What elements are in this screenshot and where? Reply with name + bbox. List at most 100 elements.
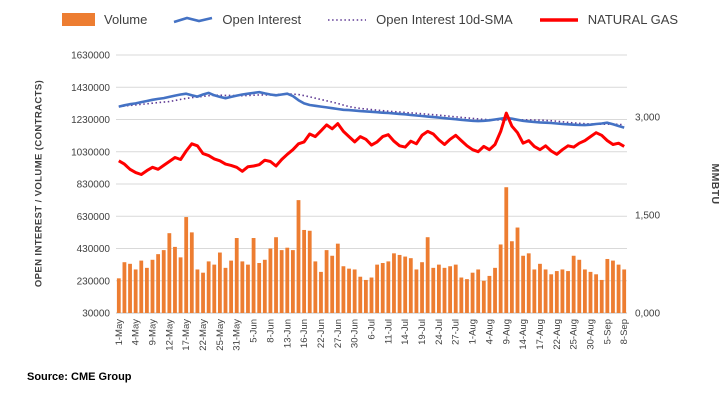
legend-item-oi-sma: Open Interest 10d-SMA [327,12,513,27]
x-tick-label: 19-Jul [417,319,428,345]
volume-bar [515,227,520,313]
volume-bar [521,255,526,313]
legend-item-open-interest: Open Interest [173,12,301,27]
volume-bar [251,238,256,313]
volume-bar [543,269,548,313]
volume-bar [189,232,194,313]
x-tick-label: 9-Aug [501,319,512,344]
volume-bar [380,263,385,313]
volume-bar [442,267,447,313]
volume-bar [369,277,374,313]
volume-bar [139,260,144,313]
x-tick-label: 5-Sep [602,319,613,344]
volume-bar [448,266,453,313]
volume-bar [470,272,475,313]
x-tick-label: 16-Jun [299,319,310,348]
y-tick-label-left: 630000 [77,212,111,223]
volume-bar [133,269,138,313]
volume-bar [285,247,290,313]
volume-bar [173,246,177,313]
y-tick-label-left: 1630000 [71,51,110,62]
y-tick-label-left: 430000 [77,244,111,255]
volume-bar [549,274,554,313]
volume-bar [279,250,284,313]
volume-bar [302,229,307,313]
x-tick-label: 17-Aug [535,319,546,350]
x-tick-label: 27-Jul [451,319,462,345]
x-tick-label: 5-Jun [249,319,260,343]
legend-item-natural-gas: NATURAL GAS [539,12,678,27]
legend-label-natural-gas: NATURAL GAS [587,12,679,27]
volume-bar [274,237,278,313]
x-tick-label: 30-Jun [350,319,361,348]
x-tick-label: 1-May [114,319,125,346]
volume-bar [212,264,217,313]
volume-bar [150,259,155,313]
volume-bar [386,261,391,313]
x-tick-label: 11-Jul [383,319,394,344]
volume-bar [195,269,200,313]
volume-bar [538,263,542,313]
volume-bar [392,253,396,313]
volume-bar [229,260,234,313]
volume-bar [436,264,441,313]
volume-bar [611,260,615,313]
volume-bar [554,271,559,313]
volume-bar [335,243,340,313]
y-tick-label-left: 1030000 [71,147,110,158]
x-tick-label: 31-May [232,319,243,351]
volume-bar [319,271,323,313]
legend-label-open-interest: Open Interest [222,12,302,27]
source-note: Source: CME Group [27,371,132,383]
volume-bar [128,263,132,313]
volume-bar [262,259,267,313]
volume-bar [167,233,172,313]
volume-bar [509,241,514,313]
volume-bar [431,267,436,313]
volume-bar [178,257,183,313]
volume-bar [307,230,312,313]
y-tick-label-left: 230000 [77,276,111,287]
volume-bar [453,264,458,313]
chart-legend: Volume Open Interest Open Interest 10d-S… [62,12,678,27]
legend-item-volume: Volume [62,12,147,27]
x-tick-label: 4-Aug [484,319,495,344]
volume-bar [459,277,464,313]
volume-bar [217,252,222,313]
volume-bar [201,272,205,313]
volume-bar [594,274,599,313]
volume-bar [605,258,610,313]
volume-bar [403,256,408,313]
volume-bar [375,264,380,313]
volume-bar [481,280,486,313]
volume-bar [358,276,363,313]
volume-bar [268,248,273,313]
volume-bar [257,263,262,313]
open-interest-line [118,90,625,129]
volume-bar [122,262,127,313]
volume-bar [577,259,582,313]
volume-bar [144,267,149,313]
x-tick-label: 25-May [215,319,226,351]
volume-bar [493,267,497,313]
volume-bar [223,267,228,313]
volume-bar [526,253,531,313]
volume-bar [616,264,621,313]
volume-bar [290,250,295,313]
x-tick-label: 22-May [198,319,209,351]
volume-bar [588,271,593,313]
volume-bar [313,261,318,313]
x-tick-label: 6-Jul [367,319,378,340]
volume-bar [571,255,576,313]
volume-bar [184,217,189,313]
x-tick-label: 14-Aug [518,319,529,350]
volume-bar [234,238,239,313]
x-tick-label: 8-Jun [265,319,276,343]
volume-bar [116,278,121,313]
volume-bar [408,258,413,313]
y-tick-label-left: 830000 [77,180,111,191]
x-tick-label: 14-Jul [400,319,411,345]
x-tick-label: 24-Jul [434,319,445,345]
